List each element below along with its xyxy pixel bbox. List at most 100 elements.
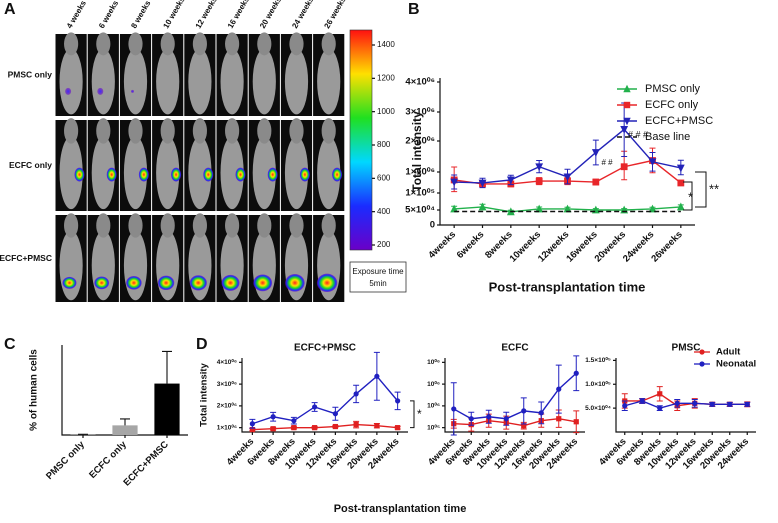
legend-label: ECFC only: [645, 99, 699, 111]
marker: [676, 164, 685, 173]
marker: [503, 416, 509, 422]
mouse-head: [160, 213, 175, 238]
marker: [374, 373, 380, 379]
row-label: PMSC only: [8, 69, 53, 79]
mouse-head: [160, 32, 175, 56]
marker: [648, 204, 657, 213]
bar: [112, 425, 138, 435]
axes: [615, 358, 756, 433]
axes: [61, 345, 188, 436]
mouse-head: [160, 118, 175, 144]
signal: [94, 276, 110, 290]
signal: [62, 276, 77, 289]
marker: [486, 414, 492, 420]
mouse-head: [257, 118, 272, 144]
marker: [623, 84, 631, 93]
chart-title: ECFC: [501, 343, 528, 354]
error-bar: [120, 418, 130, 426]
axes: [241, 358, 408, 433]
row-label: ECFC only: [9, 160, 52, 170]
mouse-body: [252, 136, 276, 210]
chart-title: ECFC+PMSC: [294, 343, 356, 354]
marker: [468, 416, 474, 422]
marker: [249, 427, 255, 433]
colorbar-tick-label: 1200: [377, 73, 395, 82]
y-axis-label: Total intensity: [199, 362, 210, 426]
signal: [171, 167, 182, 182]
series-line: [252, 423, 398, 431]
mouse-head: [225, 32, 240, 56]
marker: [478, 179, 487, 188]
y-tick-label: 10⁰⁶: [427, 380, 440, 388]
bracket: [695, 171, 707, 208]
mouse-head: [192, 32, 207, 56]
marker: [727, 401, 733, 407]
column-label: 8 weeks: [129, 0, 152, 30]
legend-label: Neonatal: [716, 359, 756, 370]
y-tick-label: 1.0×10⁰⁵: [585, 380, 611, 388]
signal: [157, 275, 175, 291]
y-tick-label: 5.0×10⁰⁴: [585, 404, 611, 412]
mouse-head: [289, 213, 304, 238]
error-bar: [162, 350, 172, 384]
mouse-head: [96, 32, 111, 56]
y-tick-label: 0: [430, 220, 435, 231]
mouse-head: [128, 213, 143, 238]
mouse-head: [128, 118, 143, 144]
mouse-body: [156, 48, 180, 115]
marker: [573, 370, 579, 376]
mouse-body: [252, 48, 276, 115]
marker: [332, 423, 338, 430]
marker: [291, 425, 297, 431]
row-label: ECFC+PMSC: [0, 253, 52, 263]
y-tick-label: 10⁰⁶: [427, 358, 440, 366]
x-tick-label: 26weeks: [649, 229, 684, 264]
mouse-head: [64, 213, 79, 238]
signal: [235, 167, 246, 182]
legend-marker: [699, 349, 705, 355]
signal: [65, 87, 72, 95]
marker: [648, 158, 657, 167]
marker: [622, 403, 628, 409]
mouse-head: [289, 118, 304, 144]
colorbar-tick-label: 1000: [377, 107, 395, 116]
mouse-head: [96, 213, 111, 238]
marker: [591, 149, 600, 157]
mouse-body: [156, 136, 180, 210]
x-tick-label: 4weeks: [426, 229, 458, 261]
series-line: [252, 375, 399, 425]
annotation: **: [709, 181, 719, 196]
mouse-body: [59, 136, 83, 210]
colorbar-tick-label: 400: [377, 207, 391, 216]
legend-label: Adult: [716, 347, 741, 358]
mouse-body: [91, 136, 115, 210]
x-tick-label: ECFC only: [87, 439, 129, 481]
x-tick-label: 6weeks: [455, 229, 487, 261]
marker: [451, 406, 457, 412]
colorbar-tick-label: 200: [377, 240, 391, 249]
mouse-body: [317, 136, 341, 210]
exposure-value: 5min: [369, 279, 386, 288]
mouse-head: [64, 32, 79, 56]
marker: [450, 178, 459, 187]
mouse-head: [321, 32, 336, 56]
marker: [249, 421, 255, 427]
chart-title: PMSC: [672, 343, 701, 354]
marker: [270, 426, 276, 432]
y-tick-label: 3×10⁰⁶: [405, 107, 435, 118]
marker: [353, 422, 359, 428]
mouse-head: [225, 118, 240, 144]
colorbar-tick-label: 800: [377, 140, 391, 149]
y-tick-label: 10⁰⁶: [427, 402, 440, 410]
panel-label: B: [408, 1, 420, 18]
mouse-body: [284, 136, 309, 210]
bracket: [410, 400, 415, 429]
colorbar-tick-label: 600: [377, 173, 391, 182]
marker: [556, 416, 562, 422]
marker: [332, 411, 338, 417]
mouse-head: [128, 32, 143, 56]
mouse-body: [317, 48, 341, 115]
column-label: 6 weeks: [97, 0, 120, 30]
marker: [556, 386, 562, 392]
